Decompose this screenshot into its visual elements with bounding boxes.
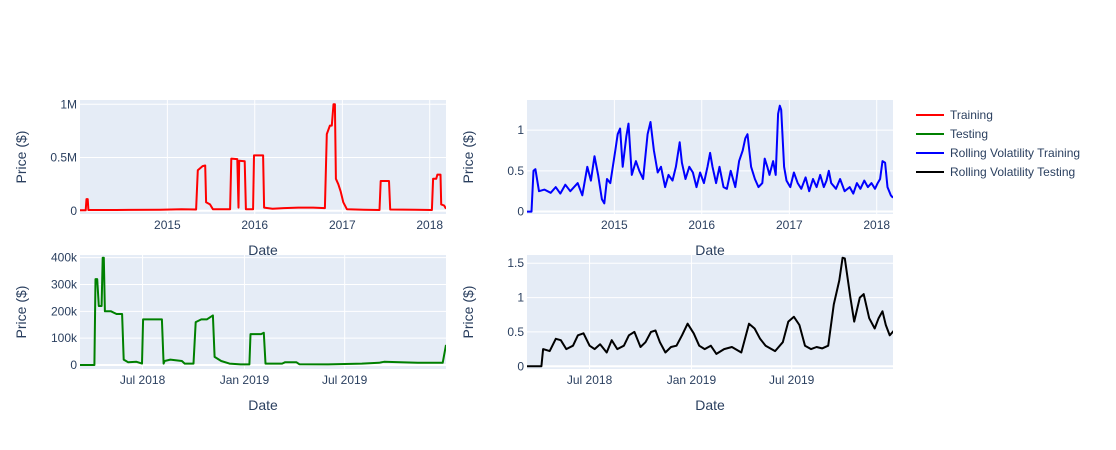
x-tick-label: 2018	[416, 218, 443, 232]
subplot-bottom-left: Jul 2018 Jan 2019 Jul 2019 0 100k 200k 300k 400…	[13, 251, 446, 413]
y-tick-label: 100k	[51, 331, 78, 345]
y-tick-label: 0	[517, 205, 524, 219]
y-tick-label: 0	[517, 359, 524, 373]
y-tick-label: 0	[70, 204, 77, 218]
x-tick-label: 2018	[863, 218, 890, 232]
x-tick-label: Jan 2019	[220, 373, 270, 387]
series-line-rolling-volatility-training[interactable]	[527, 104, 893, 213]
plot-area	[80, 255, 446, 369]
x-tick-label: Jan 2019	[667, 373, 717, 387]
y-axis-title: Price ($)	[13, 131, 29, 184]
x-tick-label: Jul 2018	[120, 373, 166, 387]
legend-item[interactable]: Rolling Volatility Testing	[916, 165, 1075, 179]
legend-item[interactable]: Testing	[916, 127, 988, 141]
y-tick-label: 1M	[60, 97, 77, 111]
x-tick-label: 2017	[329, 218, 356, 232]
y-tick-label: 0.5M	[50, 151, 77, 165]
legend-item[interactable]: Rolling Volatility Training	[916, 146, 1080, 160]
y-axis-title: Price ($)	[460, 131, 476, 184]
y-tick-label: 300k	[51, 278, 78, 292]
x-tick-label: 2015	[601, 218, 628, 232]
y-tick-label: 1.5	[507, 256, 524, 270]
x-tick-label: Jul 2019	[769, 373, 815, 387]
y-tick-label: 1	[517, 291, 524, 305]
plot-area	[527, 255, 893, 369]
y-tick-label: 0	[70, 358, 77, 372]
x-tick-label: Jul 2018	[567, 373, 613, 387]
x-axis-title: Date	[695, 242, 725, 258]
y-axis-title: Price ($)	[13, 286, 29, 339]
legend-label: Testing	[950, 127, 988, 141]
x-tick-label: 2016	[241, 218, 268, 232]
x-tick-label: 2015	[154, 218, 181, 232]
y-tick-label: 200k	[51, 304, 78, 318]
series-line-rolling-volatility-testing[interactable]	[527, 256, 929, 368]
x-axis-title: Date	[695, 397, 725, 413]
legend-item[interactable]: Training	[916, 108, 993, 122]
y-tick-label: 1	[517, 123, 524, 137]
legend-label: Training	[950, 108, 993, 122]
x-tick-label: Jul 2019	[322, 373, 368, 387]
series-line-testing[interactable]	[80, 256, 446, 366]
y-tick-label: 0.5	[507, 164, 524, 178]
x-tick-label: 2017	[776, 218, 803, 232]
x-axis-title: Date	[248, 242, 278, 258]
y-tick-label: 0.5	[507, 325, 524, 339]
legend-label: Rolling Volatility Training	[950, 146, 1080, 160]
x-axis-title: Date	[248, 397, 278, 413]
y-tick-label: 400k	[51, 251, 78, 265]
series-line-training[interactable]	[80, 103, 446, 212]
y-axis-title: Price ($)	[460, 286, 476, 339]
subplot-top-left: 2015 2016 2017 2018 0 0.5M 1M Date Price ($)	[13, 97, 446, 258]
subplot-top-right: 2015 2016 2017 2018 0 0.5 1 Date Price ($)	[460, 100, 893, 258]
subplot-bottom-right: Jul 2018 Jan 2019 Jul 2019 0 0.5 1 1.5 Date Pric…	[460, 255, 929, 413]
legend-label: Rolling Volatility Testing	[950, 165, 1075, 179]
x-tick-label: 2016	[688, 218, 715, 232]
legend[interactable]: Training Testing Rolling Volatility Traini…	[916, 108, 1080, 179]
